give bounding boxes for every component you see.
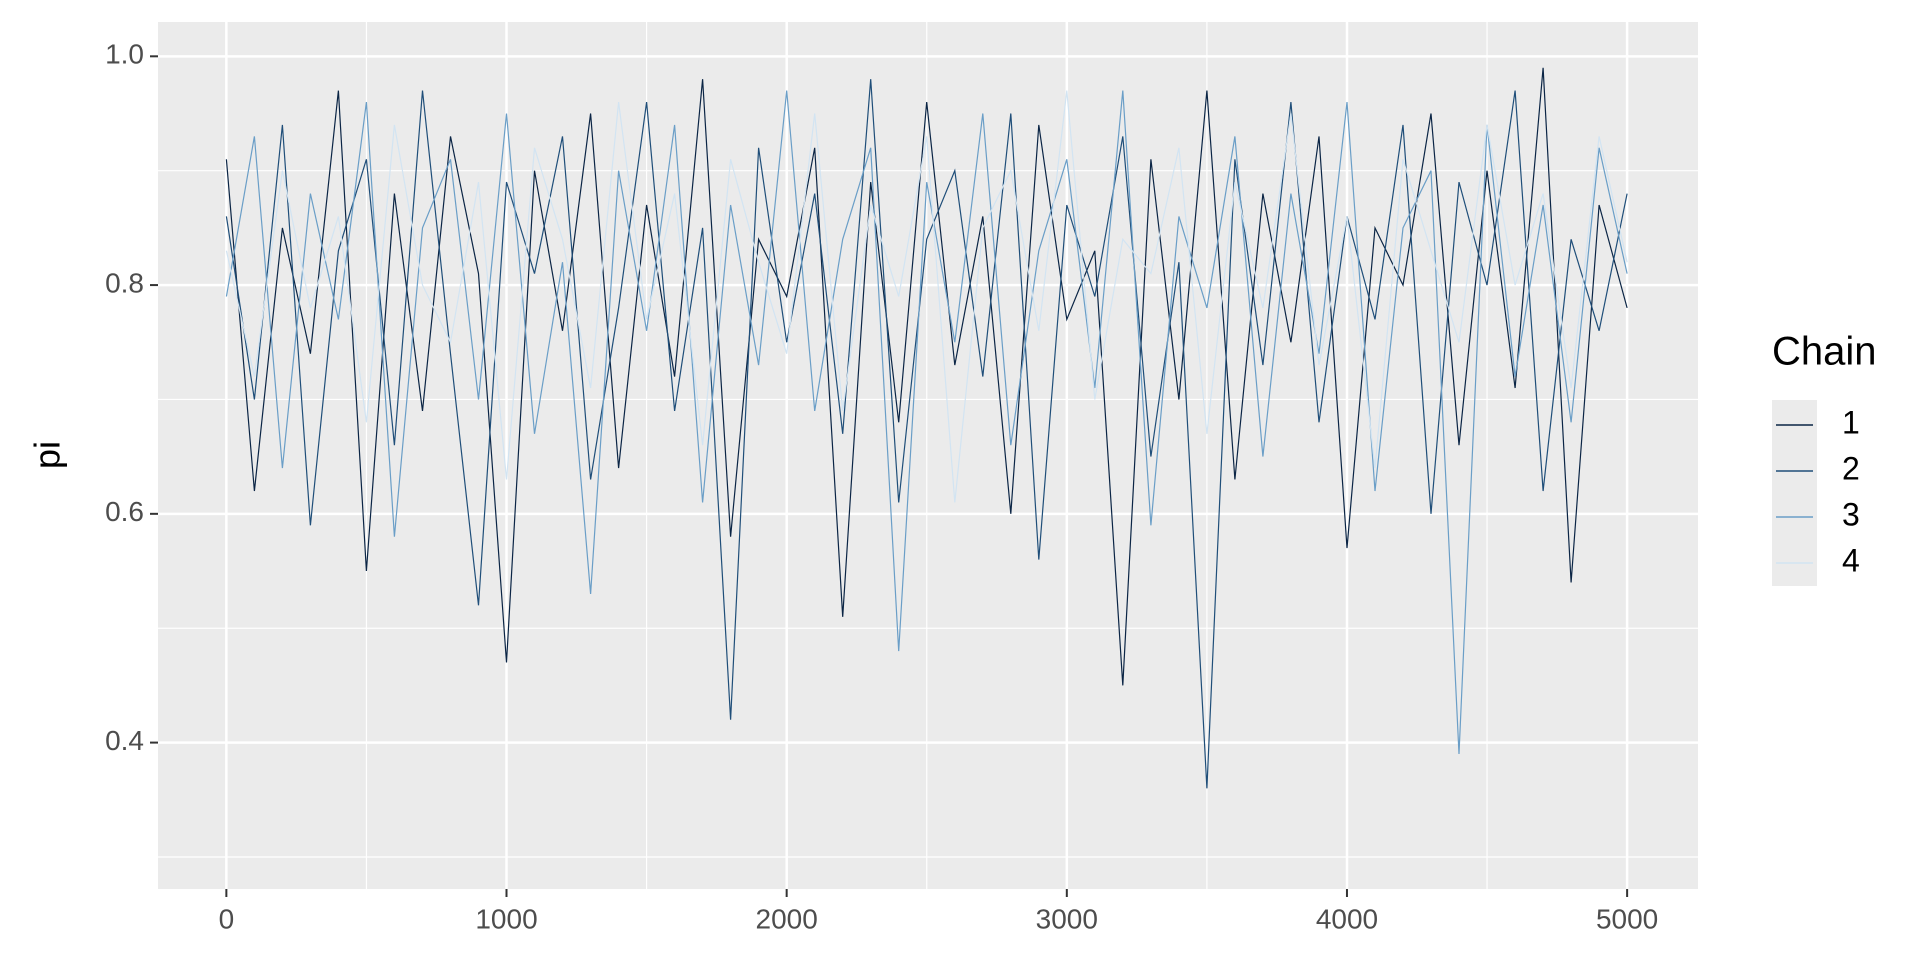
x-tick-label: 2000 [756, 903, 818, 934]
y-axis-label: pi [27, 441, 68, 469]
legend-key-box [1772, 400, 1817, 586]
chain-line [225, 79, 1628, 789]
x-tick-label: 3000 [1036, 903, 1098, 934]
panel [158, 22, 1698, 889]
y-tick-label: 0.8 [105, 267, 144, 298]
y-tick-label: 0.4 [105, 725, 144, 756]
x-tick-label: 1000 [475, 903, 537, 934]
chain-line [225, 90, 1628, 503]
chain-line [225, 90, 1628, 755]
x-tick-label: 0 [219, 903, 235, 934]
x-tick-label: 5000 [1596, 903, 1658, 934]
legend-label: 3 [1842, 496, 1860, 532]
legend-label: 4 [1842, 542, 1860, 578]
legend-label: 2 [1842, 450, 1860, 486]
x-tick-label: 4000 [1316, 903, 1378, 934]
legend-label: 1 [1842, 404, 1860, 440]
y-tick-label: 0.6 [105, 496, 144, 527]
legend-title: Chain [1772, 330, 1877, 374]
y-tick-label: 1.0 [105, 39, 144, 70]
